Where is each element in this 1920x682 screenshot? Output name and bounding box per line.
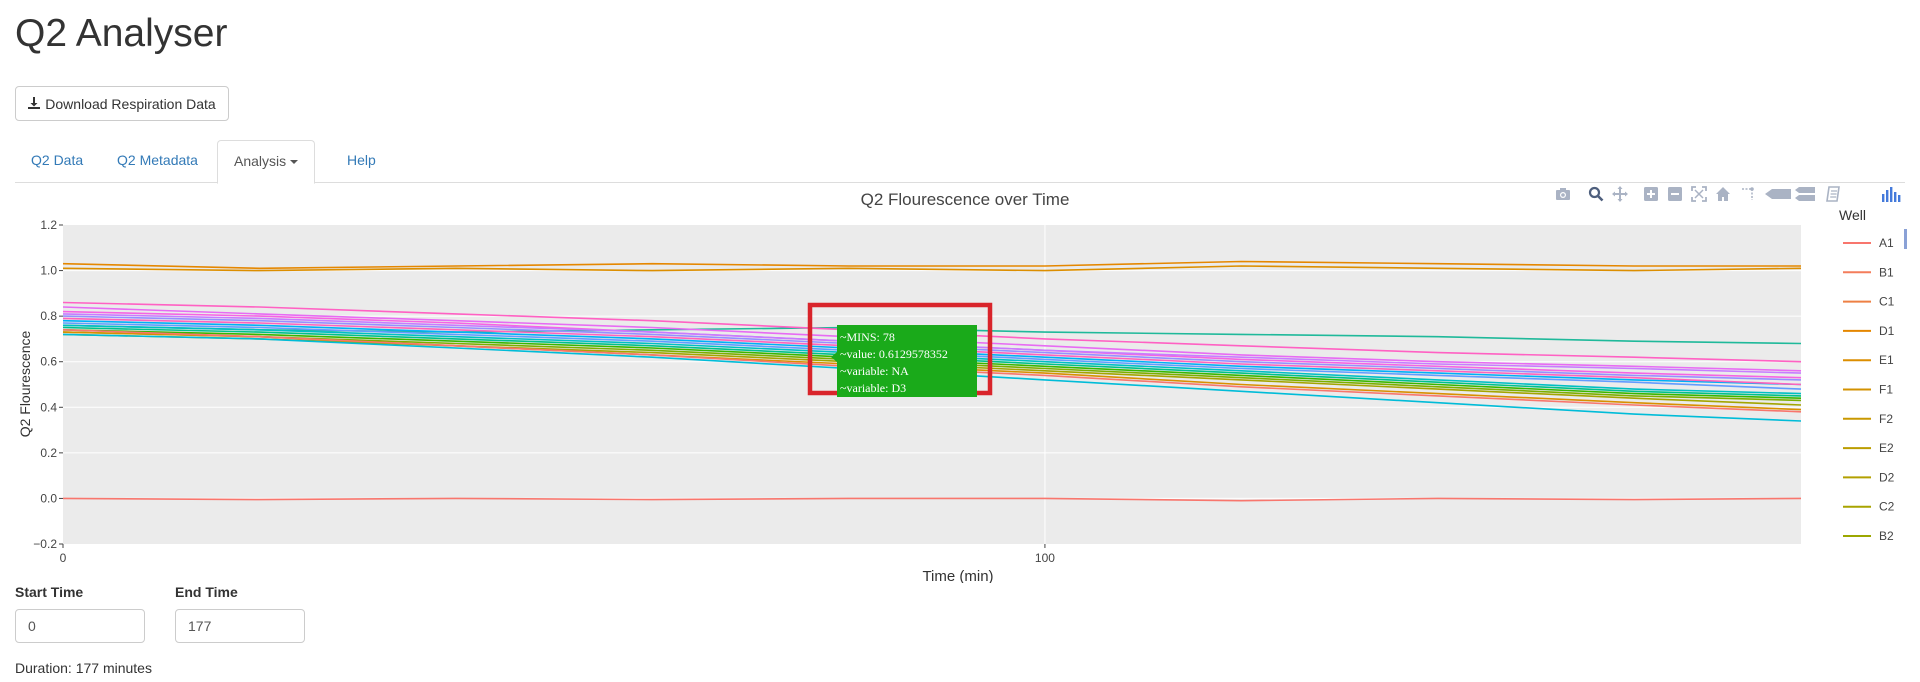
y-tick-label: 0.8: [40, 309, 57, 323]
legend-item-b2[interactable]: B2: [1843, 529, 1894, 543]
tooltip-line: ~MINS: 78: [840, 330, 895, 344]
download-respiration-button[interactable]: Download Respiration Data: [15, 86, 229, 121]
start-time-input[interactable]: [15, 609, 145, 643]
zoom-out-icon[interactable]: [1667, 186, 1683, 202]
legend-label: E1: [1879, 353, 1894, 367]
tab-help[interactable]: Help: [331, 140, 392, 183]
tooltip-line: ~variable: NA: [840, 364, 909, 378]
legend-item-d2[interactable]: D2: [1843, 470, 1895, 484]
series-line-e1[interactable]: [62, 265, 1802, 272]
legend: A1 B1 C1 D1 E1 F1 F2 E2 D2 C2 B2: [1843, 236, 1895, 543]
legend-title: Well: [1839, 207, 1866, 223]
end-time-label: End Time: [175, 584, 238, 600]
tooltip-line: ~value: 0.6129578352: [840, 347, 948, 361]
legend-label: C2: [1879, 500, 1895, 514]
autoscale-icon[interactable]: [1691, 186, 1707, 202]
start-time-label: Start Time: [15, 584, 84, 600]
tab-q2-data[interactable]: Q2 Data: [15, 140, 99, 183]
y-axis-ticks: −0.2 0.0 0.2 0.4 0.6 0.8 1.0 1.2: [33, 218, 63, 551]
legend-label: F1: [1879, 383, 1893, 397]
duration-text: Duration: 177 minutes: [15, 660, 152, 676]
legend-label: A1: [1879, 236, 1894, 250]
y-tick-label: 0.4: [40, 400, 57, 414]
zoom-icon[interactable]: [1588, 186, 1604, 202]
start-time-group: Start Time: [15, 584, 145, 643]
legend-label: D1: [1879, 324, 1895, 338]
tab-label: Analysis: [234, 153, 287, 169]
pan-icon[interactable]: [1612, 186, 1628, 202]
spike-lines-icon[interactable]: [1740, 186, 1756, 202]
edit-chart-icon[interactable]: [1825, 186, 1841, 202]
legend-label: D2: [1879, 470, 1895, 484]
legend-item-b1[interactable]: B1: [1843, 265, 1894, 279]
hover-tooltip: ~MINS: 78 ~value: 0.6129578352 ~variable…: [807, 302, 993, 397]
tooltip-line: ~variable: D3: [840, 381, 906, 395]
legend-item-f1[interactable]: F1: [1843, 383, 1893, 397]
y-tick-label: 0.2: [40, 446, 57, 460]
y-axis-label: Q2 Flourescence: [17, 330, 33, 437]
legend-item-e2[interactable]: E2: [1843, 441, 1894, 455]
x-axis-label: Time (min): [922, 568, 993, 583]
tab-q2-metadata[interactable]: Q2 Metadata: [101, 140, 214, 183]
legend-item-a1[interactable]: A1: [1843, 236, 1894, 250]
legend-item-e1[interactable]: E1: [1843, 353, 1894, 367]
caret-down-icon: [290, 160, 299, 165]
series-line-a1[interactable]: [62, 497, 1802, 502]
app-title: Q2 Analyser: [15, 12, 228, 55]
x-tick-label: 0: [60, 551, 67, 565]
legend-label: E2: [1879, 441, 1894, 455]
download-button-label: Download Respiration Data: [45, 95, 216, 112]
legend-label: C1: [1879, 295, 1895, 309]
hover-closest-icon[interactable]: [1765, 186, 1791, 202]
legend-item-c1[interactable]: C1: [1843, 295, 1895, 309]
tab-analysis[interactable]: Analysis: [217, 140, 316, 184]
y-tick-label: 0.0: [40, 491, 57, 505]
tab-label: Help: [347, 152, 376, 168]
legend-item-d1[interactable]: D1: [1843, 324, 1895, 338]
x-axis-ticks: 0 100: [60, 544, 1055, 565]
tab-label: Q2 Data: [31, 152, 84, 168]
y-tick-label: 1.0: [40, 264, 57, 278]
download-icon: [28, 96, 41, 112]
legend-label: B2: [1879, 529, 1894, 543]
tab-bar: Q2 Data Q2 Metadata Analysis Help: [15, 140, 1905, 184]
fluorescence-chart: Q2 Flourescence over Time −0.2 0.0 0.2 0.4 0…: [17, 190, 1907, 583]
hover-compare-icon[interactable]: [1795, 186, 1815, 202]
y-tick-label: −0.2: [33, 537, 57, 551]
home-icon[interactable]: [1715, 186, 1731, 202]
legend-item-c2[interactable]: C2: [1843, 500, 1895, 514]
plotly-logo-icon[interactable]: [1881, 186, 1903, 202]
tooltip-pointer: [831, 352, 837, 362]
y-tick-label: 1.2: [40, 218, 57, 232]
chart-title: Q2 Flourescence over Time: [861, 190, 1070, 209]
y-tick-label: 0.6: [40, 355, 57, 369]
legend-scrollbar[interactable]: [1904, 229, 1907, 249]
tooltip-box: [837, 325, 977, 397]
legend-label: B1: [1879, 265, 1894, 279]
camera-icon[interactable]: [1555, 186, 1571, 202]
series-line-d1[interactable]: [62, 260, 1801, 270]
legend-label: F2: [1879, 412, 1893, 426]
end-time-group: End Time: [175, 584, 305, 643]
x-tick-label: 100: [1035, 551, 1055, 565]
end-time-input[interactable]: [175, 609, 305, 643]
zoom-in-icon[interactable]: [1643, 186, 1659, 202]
legend-item-f2[interactable]: F2: [1843, 412, 1893, 426]
tab-label: Q2 Metadata: [117, 152, 198, 168]
